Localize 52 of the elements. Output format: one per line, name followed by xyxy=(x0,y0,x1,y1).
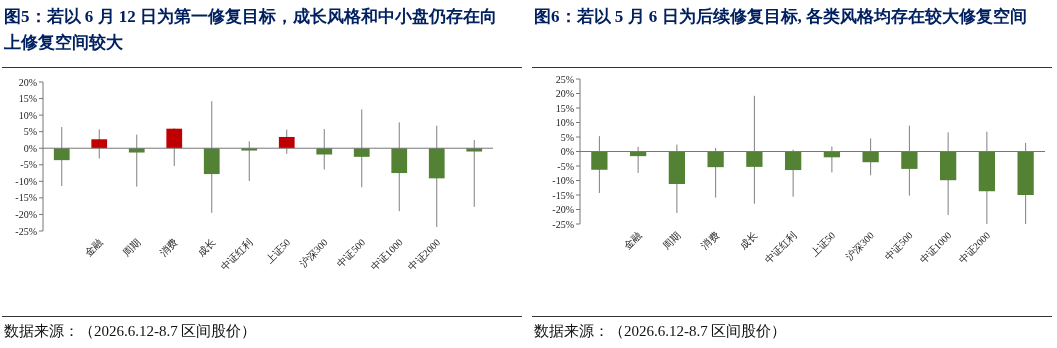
y-tick-label: 20% xyxy=(18,76,37,88)
x-tick-label: 中证500 xyxy=(882,229,915,263)
x-tick-label: 消费 xyxy=(699,229,722,252)
y-tick-label: 10% xyxy=(555,117,574,128)
y-tick-label: -25% xyxy=(15,225,37,237)
x-tick-label: 成长 xyxy=(195,236,218,259)
y-tick-label: 0% xyxy=(560,146,574,157)
source-note: 数据来源：（2026.6.12-8.7 区间股价） xyxy=(4,322,257,341)
x-tick-label: 上证50 xyxy=(263,236,293,266)
y-tick-label: -5% xyxy=(20,159,37,171)
x-tick-label: 中证500 xyxy=(334,236,368,270)
bar xyxy=(91,139,108,149)
x-tick-label: 消费 xyxy=(157,236,180,259)
x-tick-label: 沪深300 xyxy=(297,236,330,270)
y-tick-label: -20% xyxy=(15,208,37,220)
chart-title: 图6：若以 5 月 6 日为后续修复目标, 各类风格均存在较大修复空间 xyxy=(534,6,1028,28)
bar xyxy=(391,148,408,174)
x-tick-label: 中证红利 xyxy=(762,229,799,266)
source-note: 数据来源：（2026.6.12-8.7 区间股价） xyxy=(534,322,787,341)
y-tick-label: -15% xyxy=(552,189,574,201)
y-tick-label: 0% xyxy=(23,142,37,154)
y-tick-label: 25% xyxy=(555,73,574,85)
y-tick-label: 5% xyxy=(23,126,37,138)
y-tick-label: -10% xyxy=(552,175,574,186)
y-tick-label: -5% xyxy=(557,160,574,172)
y-tick-label: -25% xyxy=(552,218,574,230)
x-tick-label: 沪深300 xyxy=(843,229,877,263)
y-tick-label: -20% xyxy=(552,204,574,215)
bar xyxy=(316,148,333,155)
x-tick-label: 金融 xyxy=(82,236,105,259)
y-tick-label: 20% xyxy=(555,88,574,99)
y-tick-label: 5% xyxy=(560,131,574,143)
bar xyxy=(166,128,183,149)
bar xyxy=(428,148,445,179)
bar xyxy=(203,148,220,175)
chart-title: 图5：若以 6 月 12 日为第一修复目标，成长风格和中小盘仍存在向上修复空间较大 xyxy=(4,6,498,54)
bar xyxy=(278,136,295,149)
x-tick-label: 周期 xyxy=(660,229,683,252)
bar xyxy=(353,148,370,157)
x-tick-label: 中证红利 xyxy=(218,236,255,273)
x-tick-label: 上证50 xyxy=(808,229,838,259)
x-tick-label: 周期 xyxy=(120,236,143,259)
y-tick-label: -15% xyxy=(15,192,37,204)
bar xyxy=(466,148,483,152)
bar xyxy=(53,148,70,161)
bar xyxy=(128,148,145,153)
y-tick-label: -10% xyxy=(15,175,37,187)
y-tick-label: 15% xyxy=(18,93,37,105)
x-tick-label: 金融 xyxy=(621,229,644,252)
y-tick-label: 10% xyxy=(18,109,37,121)
x-tick-label: 成长 xyxy=(737,229,760,252)
y-tick-label: 15% xyxy=(555,102,574,114)
